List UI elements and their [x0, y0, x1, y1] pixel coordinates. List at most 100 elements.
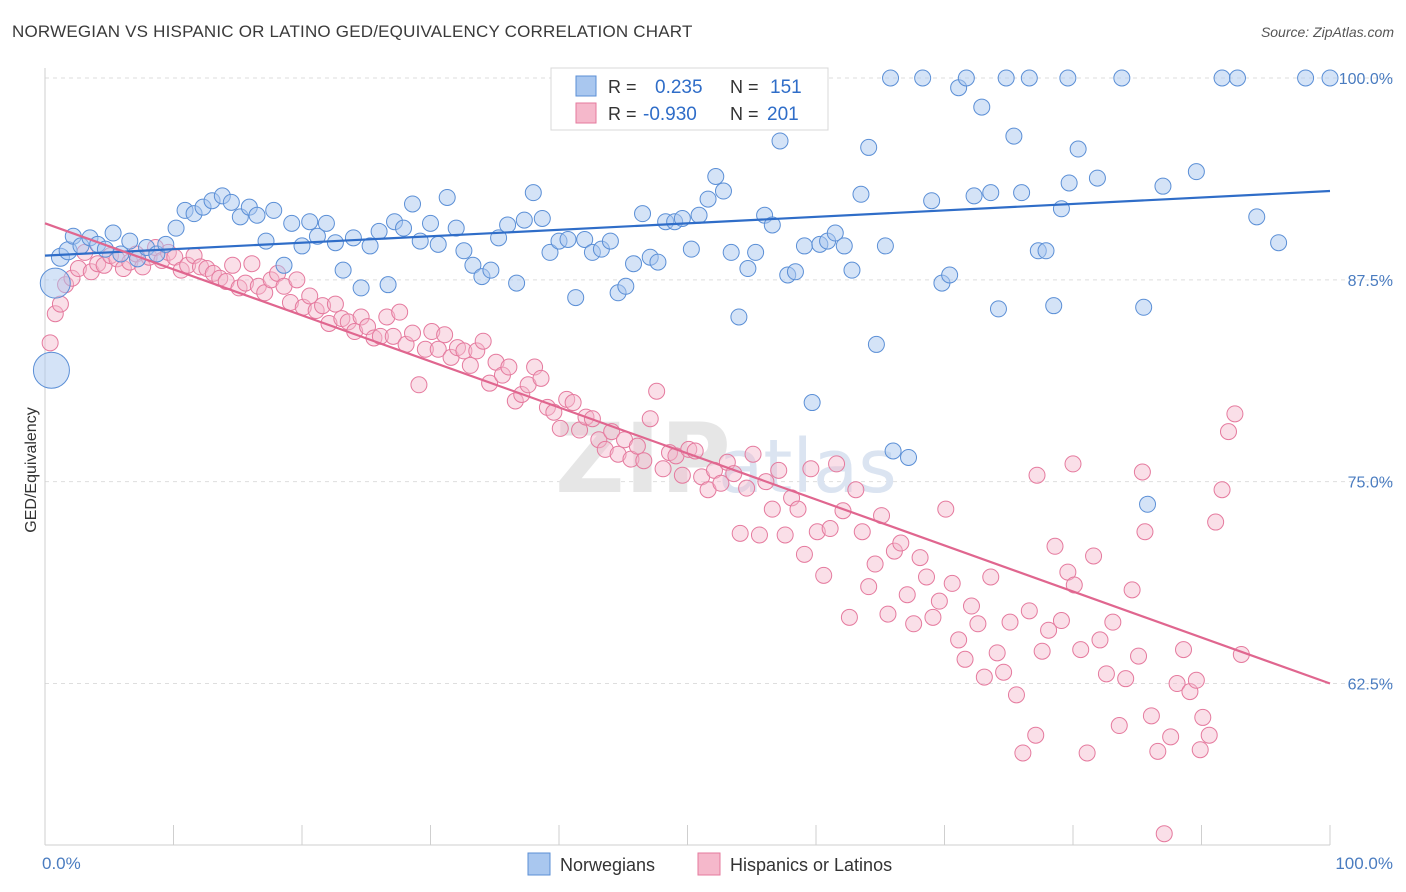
- norwegian-point-56: [515, 211, 533, 229]
- hispanic-point-72: [500, 358, 518, 376]
- norwegian-point-119: [1045, 297, 1063, 315]
- norwegian-point-121: [1060, 174, 1078, 192]
- hispanic-point-185: [1226, 405, 1244, 423]
- norwegian-point-43: [404, 195, 422, 213]
- hispanic-point-79: [545, 403, 563, 421]
- hispanic-point-171: [1136, 523, 1154, 541]
- hispanic-point-147: [982, 568, 1000, 586]
- hispanic-point-152: [1014, 744, 1032, 762]
- norwegian-point-1: [39, 267, 71, 299]
- hispanic-point-99: [673, 466, 691, 484]
- hispanic-point-31: [236, 274, 254, 292]
- hispanic-point-60: [423, 323, 441, 341]
- norwegian-point-27: [265, 201, 283, 219]
- norwegian-point-61: [559, 230, 577, 248]
- norwegian-point-90: [795, 237, 813, 255]
- norwegian-point-98: [860, 138, 878, 156]
- norwegian-point-134: [1297, 69, 1315, 87]
- hispanic-point-67: [468, 342, 486, 360]
- hispanic-trend-line: [44, 222, 1331, 685]
- hispanic-point-119: [802, 460, 820, 478]
- legend-swatch-blue: [575, 75, 597, 97]
- norwegian-point-80: [714, 182, 732, 200]
- hispanic-point-127: [853, 523, 871, 541]
- hispanic-point-141: [943, 574, 961, 592]
- norwegian-point-106: [941, 266, 959, 284]
- norwegian-point-101: [884, 442, 902, 460]
- norwegian-point-76: [682, 240, 700, 258]
- y-tick-label-3: 62.5%: [1348, 677, 1393, 694]
- hispanic-point-181: [1200, 726, 1218, 744]
- hispanic-point-108: [731, 524, 749, 542]
- norwegian-point-118: [1037, 242, 1055, 260]
- norwegian-point-82: [730, 308, 748, 326]
- hispanic-point-165: [1097, 665, 1115, 683]
- hispanic-point-134: [898, 586, 916, 604]
- hispanic-point-57: [404, 324, 422, 342]
- hispanic-point-113: [763, 500, 781, 518]
- hispanic-point-156: [1040, 621, 1058, 639]
- norwegian-point-109: [965, 187, 983, 205]
- y-axis-label: GED/Equivalency: [23, 407, 40, 532]
- hispanic-point-109: [738, 479, 756, 497]
- hispanic-point-39: [288, 271, 306, 289]
- norwegian-point-63: [576, 230, 594, 248]
- norwegian-point-94: [826, 224, 844, 242]
- hispanic-point-135: [905, 615, 923, 633]
- norwegian-point-35: [334, 261, 352, 279]
- hispanic-point-114: [770, 461, 788, 479]
- norwegian-point-95: [835, 237, 853, 255]
- bottom-legend-swatch-pink: [697, 852, 721, 876]
- hispanic-point-183: [1213, 481, 1231, 499]
- norwegian-point-110: [973, 98, 991, 116]
- norwegian-point-103: [914, 69, 932, 87]
- hispanic-point-58: [410, 376, 428, 394]
- hispanic-point-133: [892, 534, 910, 552]
- norwegian-point-40: [379, 276, 397, 294]
- hispanic-point-162: [1078, 744, 1096, 762]
- hispanic-point-54: [384, 327, 402, 345]
- chart-title: NORWEGIAN VS HISPANIC OR LATINO GED/EQUI…: [12, 22, 693, 41]
- norwegian-point-68: [617, 277, 635, 295]
- norwegian-point-124: [1113, 69, 1131, 87]
- hispanic-point-96: [654, 460, 672, 478]
- hispanic-point-111: [750, 526, 768, 544]
- hispanic-point-150: [1001, 613, 1019, 631]
- norwegian-point-66: [601, 232, 619, 250]
- norwegian-point-54: [499, 216, 517, 234]
- hispanic-point-148: [988, 644, 1006, 662]
- hispanic-point-125: [840, 608, 858, 626]
- hispanic-point-177: [1175, 641, 1193, 659]
- norwegian-point-29: [283, 214, 301, 232]
- hispanic-points: [41, 239, 1250, 843]
- hispanic-point-149: [995, 663, 1013, 681]
- hispanic-point-95: [648, 382, 666, 400]
- hispanic-point-29: [224, 256, 242, 274]
- hispanic-point-182: [1207, 513, 1225, 531]
- bottom-legend-swatch-blue: [527, 852, 551, 876]
- hispanic-point-190: [1028, 466, 1046, 484]
- norwegian-point-84: [747, 243, 765, 261]
- hispanic-point-0: [41, 334, 59, 352]
- norwegian-point-86: [763, 216, 781, 234]
- norwegian-point-22: [222, 193, 240, 211]
- norwegian-point-11: [121, 232, 139, 250]
- norwegian-point-72: [649, 253, 667, 271]
- norwegian-point-108: [957, 69, 975, 87]
- hispanic-point-47: [339, 313, 357, 331]
- hispanic-point-115: [776, 526, 794, 544]
- hispanic-point-180: [1194, 708, 1212, 726]
- norwegian-point-126: [1139, 495, 1157, 513]
- legend-n-value-2: 201: [767, 104, 799, 125]
- norwegian-point-87: [771, 132, 789, 150]
- norwegian-point-123: [1088, 169, 1106, 187]
- norwegian-point-77: [690, 206, 708, 224]
- hispanic-point-188: [1191, 741, 1209, 759]
- hispanic-point-94: [641, 410, 659, 428]
- norwegian-point-96: [843, 261, 861, 279]
- norwegian-point-99: [867, 335, 885, 353]
- hispanic-point-87: [596, 440, 614, 458]
- norwegian-point-122: [1069, 140, 1087, 158]
- hispanic-point-174: [1155, 825, 1173, 843]
- norwegian-point-135: [882, 69, 900, 87]
